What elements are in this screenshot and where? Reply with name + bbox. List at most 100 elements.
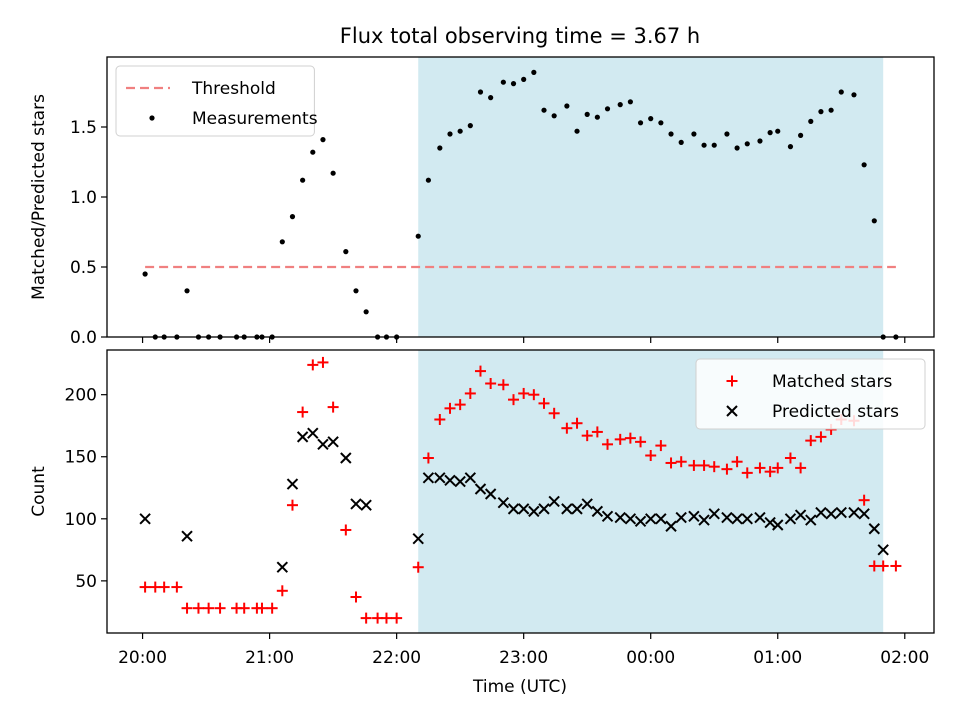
measurement-point bbox=[838, 89, 844, 95]
measurement-point bbox=[353, 288, 359, 294]
predicted-star-point bbox=[794, 509, 807, 521]
measurement-point bbox=[541, 107, 547, 113]
matched-star-point bbox=[276, 585, 288, 597]
legend-box bbox=[695, 358, 926, 430]
y-axis-label: Count bbox=[29, 466, 49, 517]
matched-star-point bbox=[538, 397, 550, 409]
x-tick-label: 00:00 bbox=[626, 648, 675, 668]
matched-star-point bbox=[815, 431, 827, 443]
chart-title: Flux total observing time = 3.67 h bbox=[340, 24, 700, 48]
matched-star-point bbox=[192, 602, 204, 614]
predicted-star-point bbox=[444, 474, 456, 487]
matched-star-point bbox=[721, 463, 733, 475]
matched-star-point bbox=[624, 432, 636, 444]
matched-star-point bbox=[203, 602, 215, 614]
matched-star-point bbox=[158, 581, 170, 593]
measurement-point bbox=[775, 128, 781, 134]
measurement-point bbox=[617, 102, 623, 108]
predicted-star-point bbox=[591, 505, 604, 518]
predicted-star-point bbox=[307, 427, 319, 439]
matched-star-point bbox=[380, 612, 392, 624]
predicted-star-point bbox=[858, 508, 870, 520]
x-tick-label: 22:00 bbox=[372, 648, 421, 668]
matched-star-point bbox=[171, 581, 183, 593]
predicted-star-point bbox=[601, 510, 614, 523]
measurement-point bbox=[757, 138, 763, 144]
axes-layer: 0.0 0.5 1.0 1.5 Matched/Predicted stars 50 100… bbox=[29, 94, 929, 668]
matched-star-point bbox=[571, 417, 583, 429]
matched-star-point bbox=[454, 399, 466, 411]
x-tick-label: 23:00 bbox=[499, 648, 548, 668]
y-axis-label: Matched/Predicted stars bbox=[29, 94, 49, 300]
matched-star-point bbox=[741, 467, 753, 479]
measurement-point bbox=[457, 128, 463, 134]
matched-star-point bbox=[350, 591, 362, 603]
predicted-star-point bbox=[360, 499, 372, 511]
measurement-point bbox=[574, 128, 580, 134]
measurement-point bbox=[744, 141, 750, 147]
predicted-star-point bbox=[754, 511, 766, 524]
measurement-point bbox=[658, 120, 664, 126]
predicted-star-point bbox=[340, 452, 352, 464]
matched-star-point bbox=[434, 414, 446, 426]
predicted-star-point bbox=[286, 478, 299, 490]
predicted-star-point bbox=[548, 495, 560, 508]
x-tick-label: 21:00 bbox=[245, 648, 294, 668]
matched-star-point bbox=[422, 452, 434, 464]
y-tick-label: 100 bbox=[65, 510, 97, 530]
predicted-star-point bbox=[675, 511, 687, 524]
legend-plus-swatch bbox=[726, 375, 738, 387]
predicted-star-point bbox=[327, 436, 339, 448]
measurement-point bbox=[871, 218, 877, 224]
measurement-point bbox=[818, 109, 824, 115]
matched-star-point bbox=[795, 462, 807, 474]
matched-star-point bbox=[764, 466, 776, 478]
matched-star-point bbox=[256, 602, 268, 614]
matched-star-point bbox=[297, 406, 309, 418]
predicted-star-point bbox=[877, 544, 889, 556]
matched-star-point bbox=[340, 524, 352, 536]
predicted-star-point bbox=[688, 510, 700, 523]
matched-star-point bbox=[877, 560, 889, 572]
y-tick-label: 150 bbox=[65, 448, 97, 468]
predicted-star-point bbox=[497, 496, 510, 509]
measurement-point bbox=[467, 123, 473, 129]
matched-star-point bbox=[508, 394, 520, 406]
matched-star-point bbox=[238, 602, 250, 614]
measurement-point bbox=[724, 131, 730, 137]
data-layer bbox=[139, 69, 902, 624]
predicted-star-point bbox=[474, 483, 487, 495]
y-tick-label: 1.0 bbox=[70, 188, 97, 208]
matched-star-point bbox=[688, 459, 700, 471]
x-tick-label: 02:00 bbox=[880, 648, 929, 668]
measurement-point bbox=[425, 177, 431, 183]
predicted-star-point bbox=[634, 515, 647, 527]
measurement-point bbox=[500, 79, 506, 85]
observing-window-layer bbox=[418, 57, 884, 633]
measurement-point bbox=[808, 118, 814, 124]
measurement-point bbox=[477, 89, 484, 95]
predicted-star-point bbox=[484, 488, 497, 500]
matched-star-point bbox=[754, 462, 766, 474]
measurement-point bbox=[678, 139, 684, 145]
predicted-star-point bbox=[454, 475, 466, 488]
predicted-star-point bbox=[655, 513, 667, 525]
matched-star-point bbox=[858, 494, 870, 506]
measurement-point bbox=[363, 309, 369, 315]
y-tick-label: 1.5 bbox=[70, 118, 97, 138]
predicted-star-point bbox=[517, 503, 530, 515]
predicted-star-point bbox=[805, 514, 817, 526]
legend-layer: Threshold Measurements Matched stars Predic… bbox=[115, 65, 926, 430]
measurement-point bbox=[531, 69, 537, 75]
measurement-point bbox=[668, 131, 674, 137]
y-tick-label: 0.0 bbox=[70, 328, 97, 348]
measurement-point bbox=[415, 233, 421, 239]
measurement-point bbox=[604, 106, 611, 112]
predicted-star-point bbox=[317, 438, 329, 451]
matched-star-point bbox=[675, 456, 687, 468]
measurement-point bbox=[701, 142, 707, 148]
matched-star-point bbox=[635, 436, 647, 448]
matched-star-point bbox=[528, 389, 540, 401]
predicted-star-point bbox=[772, 519, 784, 531]
measurement-point bbox=[637, 120, 644, 126]
